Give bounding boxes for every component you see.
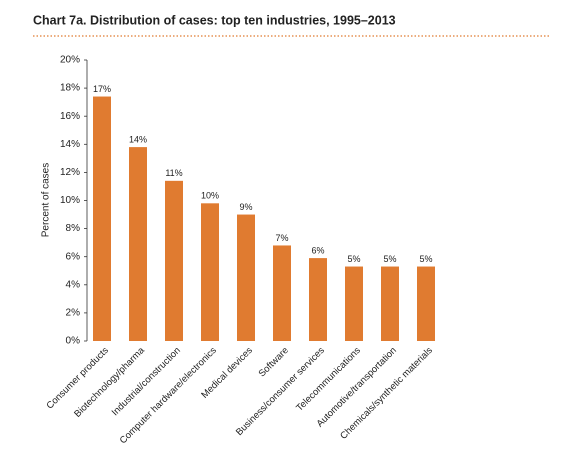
bar: [237, 214, 255, 341]
y-tick-label: 10%: [60, 195, 80, 206]
bar: [129, 147, 147, 341]
y-tick-label: 8%: [66, 223, 81, 234]
value-label: 6%: [311, 245, 324, 255]
y-tick-label: 0%: [66, 336, 81, 347]
value-label: 10%: [201, 191, 219, 201]
y-tick-label: 14%: [60, 139, 80, 150]
y-axis-label: Percent of cases: [41, 163, 52, 237]
bar: [309, 258, 327, 341]
y-tick-label: 16%: [60, 111, 80, 122]
x-tick-label: Telecommunications: [294, 345, 363, 414]
bar: [345, 266, 363, 341]
value-label: 17%: [93, 84, 111, 94]
y-tick-label: 12%: [60, 167, 80, 178]
value-label: 5%: [383, 254, 396, 264]
bar: [381, 266, 399, 341]
bar: [273, 245, 291, 341]
x-tick-label: Biotechnology/pharma: [72, 345, 147, 420]
bar: [417, 266, 435, 341]
x-tick-label: Consumer products: [44, 345, 111, 412]
y-tick-label: 4%: [66, 279, 81, 290]
y-tick-label: 18%: [60, 83, 80, 94]
chart-title: Chart 7a. Distribution of cases: top ten…: [33, 13, 396, 27]
y-tick-label: 20%: [60, 55, 80, 66]
bar: [201, 203, 219, 341]
y-tick-label: 6%: [66, 251, 81, 262]
x-tick-label: Industrial/construction: [110, 345, 183, 418]
value-label: 5%: [347, 254, 360, 264]
y-tick-label: 2%: [66, 308, 81, 319]
value-label: 5%: [419, 254, 432, 264]
value-label: 11%: [165, 168, 182, 178]
value-label: 14%: [129, 134, 147, 144]
x-tick-label: Software: [257, 345, 291, 379]
bar: [93, 96, 111, 341]
value-label: 7%: [275, 233, 288, 243]
bar: [165, 180, 183, 341]
value-label: 9%: [239, 202, 252, 212]
